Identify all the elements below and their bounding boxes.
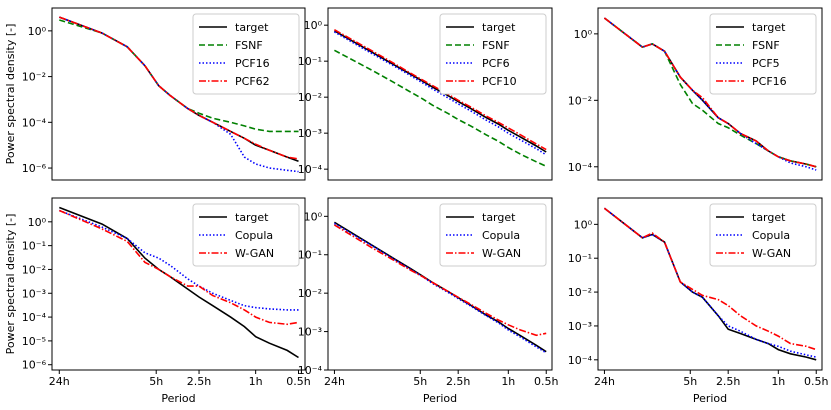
series-line [603, 207, 817, 358]
y-tick-label: 10⁻⁶ [22, 162, 47, 175]
x-tick-label: 1h [249, 375, 263, 388]
x-axis-label: Period [693, 392, 727, 405]
x-axis-label: Period [423, 392, 457, 405]
legend-label: target [752, 211, 786, 224]
legend-label: target [235, 211, 269, 224]
x-tick-label: 5h [413, 375, 427, 388]
legend-label: target [235, 21, 269, 34]
plot-frame [51, 197, 306, 371]
y-axis-label: Power spectral density [-] [4, 214, 17, 355]
legend-box [439, 203, 547, 267]
x-tick-label: 5h [683, 375, 697, 388]
y-axis-label: Power spectral density [-] [4, 24, 17, 165]
y-tick-label: 10⁻¹ [298, 249, 322, 262]
y-tick-label: 10⁻² [22, 263, 46, 276]
y-tick-label: 10⁰ [304, 210, 323, 223]
plot-frame [597, 197, 823, 371]
legend-label: W-GAN [235, 247, 274, 260]
y-tick-label: 10⁻⁶ [22, 359, 47, 372]
y-tick-label: 10⁰ [28, 25, 47, 38]
x-tick-label: 2.5h [187, 375, 211, 388]
legend-label: target [752, 21, 786, 34]
x-tick-label: 1h [771, 375, 785, 388]
series-line [334, 30, 547, 153]
plot-frame [327, 7, 553, 181]
series-line [59, 19, 299, 133]
legend-box [709, 13, 817, 95]
legend-label: PCF10 [482, 75, 517, 88]
y-tick-label: 10⁻² [568, 286, 592, 299]
x-tick-label: 5h [149, 375, 163, 388]
y-tick-label: 10⁻³ [298, 326, 322, 339]
legend-box [192, 13, 300, 95]
legend-label: PCF62 [235, 75, 270, 88]
y-tick-label: 10⁻⁴ [298, 163, 323, 176]
series-line [334, 49, 547, 168]
legend-label: target [482, 21, 516, 34]
plot-frame [327, 197, 553, 371]
series-line [334, 31, 547, 156]
y-tick-label: 10⁰ [304, 19, 323, 32]
plot-frame [51, 7, 306, 181]
y-tick-label: 10⁻⁵ [22, 335, 46, 348]
x-tick-label: 1h [501, 375, 515, 388]
legend-label: W-GAN [752, 247, 791, 260]
series-line [334, 29, 547, 151]
legend-box [709, 203, 817, 267]
series-line [333, 222, 547, 354]
x-tick-label: 24h [324, 375, 345, 388]
series-line [603, 207, 817, 351]
y-tick-label: 10⁻⁴ [298, 364, 323, 377]
legend-label: PCF5 [752, 57, 780, 70]
legend-label: W-GAN [482, 247, 521, 260]
legend-label: Copula [752, 229, 790, 242]
y-tick-label: 10⁻² [298, 287, 322, 300]
y-tick-label: 10⁻² [298, 91, 322, 104]
series-line [59, 209, 299, 311]
y-tick-label: 10⁻⁴ [568, 161, 593, 174]
legend-label: PCF16 [752, 75, 787, 88]
x-tick-label: 2.5h [446, 375, 470, 388]
x-tick-label: 0.5h [286, 375, 310, 388]
x-tick-label: 2.5h [716, 375, 740, 388]
y-tick-label: 10⁻³ [22, 287, 46, 300]
series-line [333, 224, 547, 337]
y-tick-label: 10⁻⁴ [568, 354, 593, 367]
series-line [603, 17, 817, 168]
legend-label: FSNF [752, 39, 780, 52]
legend-label: PCF6 [482, 57, 510, 70]
legend-box [439, 13, 547, 95]
y-tick-label: 10⁻¹ [298, 55, 322, 68]
plot-frame [597, 7, 823, 181]
x-tick-label: 0.5h [804, 375, 828, 388]
x-tick-label: 24h [594, 375, 615, 388]
y-tick-label: 10⁻³ [298, 127, 322, 140]
y-tick-label: 10⁻² [22, 71, 46, 84]
legend-label: FSNF [235, 39, 263, 52]
y-tick-label: 10⁻³ [568, 320, 592, 333]
y-tick-label: 10⁰ [574, 28, 593, 41]
legend-label: Copula [482, 229, 520, 242]
x-tick-label: 0.5h [534, 375, 558, 388]
legend-label: target [482, 211, 516, 224]
legend-label: FSNF [482, 39, 510, 52]
legend-label: PCF16 [235, 57, 270, 70]
y-tick-label: 10⁻⁴ [22, 116, 47, 129]
series-line [59, 206, 299, 359]
y-tick-label: 10⁻¹ [568, 252, 592, 265]
y-tick-label: 10⁰ [574, 218, 593, 231]
legend-label: Copula [235, 229, 273, 242]
y-tick-label: 10⁻¹ [22, 240, 46, 253]
y-tick-label: 10⁰ [28, 216, 47, 229]
x-tick-label: 24h [49, 375, 70, 388]
y-tick-label: 10⁻² [568, 94, 592, 107]
legend-box [192, 203, 300, 267]
y-tick-label: 10⁻⁴ [22, 311, 47, 324]
x-axis-label: Period [161, 392, 195, 405]
